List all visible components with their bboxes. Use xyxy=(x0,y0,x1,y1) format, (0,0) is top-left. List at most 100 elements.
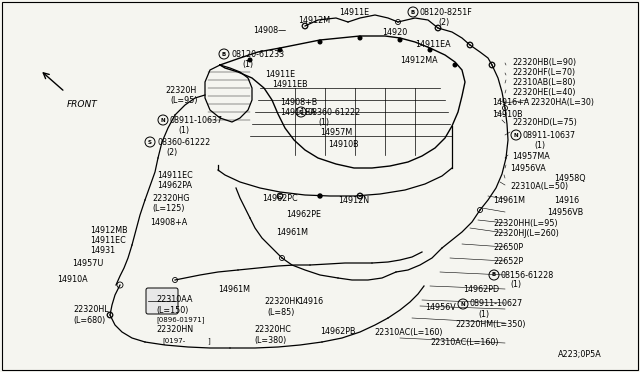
Text: 14958Q: 14958Q xyxy=(554,173,586,183)
Text: 22320HC: 22320HC xyxy=(254,326,291,334)
Text: 14908+A: 14908+A xyxy=(150,218,188,227)
Text: (L=680): (L=680) xyxy=(73,315,105,324)
Text: 14910B: 14910B xyxy=(492,109,523,119)
Text: 14957M: 14957M xyxy=(320,128,352,137)
Text: 14911EB: 14911EB xyxy=(272,80,308,89)
Text: 22320HA(L=30): 22320HA(L=30) xyxy=(530,97,594,106)
Text: 08120-8251F: 08120-8251F xyxy=(420,7,473,16)
Text: (1): (1) xyxy=(534,141,545,150)
Text: N: N xyxy=(514,132,518,138)
Text: (1): (1) xyxy=(318,118,329,126)
Text: 14956VB: 14956VB xyxy=(547,208,583,217)
Text: 14956V: 14956V xyxy=(425,304,456,312)
Text: 14962PB: 14962PB xyxy=(320,327,355,337)
Text: (1): (1) xyxy=(478,310,489,318)
Text: 14957U: 14957U xyxy=(72,260,104,269)
Text: 22320HN: 22320HN xyxy=(156,326,193,334)
Text: S: S xyxy=(148,140,152,144)
Text: 08360-61222: 08360-61222 xyxy=(308,108,361,116)
Text: 22310AB(L=80): 22310AB(L=80) xyxy=(512,77,575,87)
Text: A223;0P5A: A223;0P5A xyxy=(558,350,602,359)
Text: B: B xyxy=(492,273,496,278)
Text: 14931: 14931 xyxy=(90,246,115,254)
Text: 08156-61228: 08156-61228 xyxy=(501,270,554,279)
Circle shape xyxy=(453,63,457,67)
Text: 14961M: 14961M xyxy=(493,196,525,205)
Text: B: B xyxy=(411,10,415,15)
Text: (1): (1) xyxy=(242,60,253,68)
Text: 14961M: 14961M xyxy=(276,228,308,237)
Text: 08120-61233: 08120-61233 xyxy=(231,49,284,58)
Text: 22320HM(L=350): 22320HM(L=350) xyxy=(455,320,525,328)
Text: 22320HK: 22320HK xyxy=(264,298,300,307)
Text: 14962PD: 14962PD xyxy=(463,285,499,295)
Text: 08911-10637: 08911-10637 xyxy=(523,131,576,140)
Text: 22310A(L=50): 22310A(L=50) xyxy=(510,182,568,190)
Text: 14916: 14916 xyxy=(298,298,323,307)
Text: 14910A: 14910A xyxy=(57,276,88,285)
Text: 14912MB: 14912MB xyxy=(90,225,127,234)
Text: 14957MA: 14957MA xyxy=(512,151,550,160)
Text: 22320H: 22320H xyxy=(165,86,196,94)
Text: 08911-10627: 08911-10627 xyxy=(470,299,524,308)
Text: B: B xyxy=(222,51,226,57)
Text: 22650P: 22650P xyxy=(493,243,523,251)
Text: 14912MA: 14912MA xyxy=(400,55,438,64)
Text: 14912M: 14912M xyxy=(298,16,330,25)
Text: N: N xyxy=(161,118,165,122)
Text: 08360-61222: 08360-61222 xyxy=(157,138,211,147)
Text: 22310AA: 22310AA xyxy=(156,295,193,305)
Text: 22320HJ(L=260): 22320HJ(L=260) xyxy=(493,228,559,237)
Text: (L=95): (L=95) xyxy=(170,96,198,105)
Circle shape xyxy=(318,194,322,198)
Text: (1): (1) xyxy=(510,280,521,289)
Text: (2): (2) xyxy=(166,148,177,157)
Text: 14911EC: 14911EC xyxy=(157,170,193,180)
Text: 14911E: 14911E xyxy=(265,70,295,78)
Text: N: N xyxy=(461,301,465,307)
Text: 08911-10637: 08911-10637 xyxy=(170,115,223,125)
Circle shape xyxy=(248,58,252,62)
Text: 14961M: 14961M xyxy=(218,285,250,295)
Circle shape xyxy=(428,48,432,52)
Text: 22320HE(L=40): 22320HE(L=40) xyxy=(512,87,575,96)
Text: 14920: 14920 xyxy=(382,28,407,36)
Text: 22320HL: 22320HL xyxy=(73,305,109,314)
Text: 14911E: 14911E xyxy=(339,7,369,16)
Text: 14912N: 14912N xyxy=(338,196,369,205)
Text: 14911EC: 14911EC xyxy=(90,235,125,244)
Text: 22652P: 22652P xyxy=(493,257,524,266)
Text: (L=150): (L=150) xyxy=(156,305,188,314)
Text: 22320HD(L=75): 22320HD(L=75) xyxy=(512,118,577,126)
Circle shape xyxy=(358,36,362,40)
Text: 14911EA: 14911EA xyxy=(280,108,316,116)
Text: 14962PE: 14962PE xyxy=(286,209,321,218)
Text: (2): (2) xyxy=(438,17,449,26)
Text: 14908+B: 14908+B xyxy=(280,97,317,106)
Text: (L=85): (L=85) xyxy=(267,308,294,317)
Text: 22320HH(L=95): 22320HH(L=95) xyxy=(493,218,557,228)
Circle shape xyxy=(398,38,402,42)
Text: (L=125): (L=125) xyxy=(152,203,184,212)
Text: 22320HB(L=90): 22320HB(L=90) xyxy=(512,58,576,67)
Text: [0896-01971]: [0896-01971] xyxy=(156,317,205,323)
Text: [0197-: [0197- xyxy=(162,338,185,344)
Text: (L=380): (L=380) xyxy=(254,336,286,344)
Text: 14908—: 14908— xyxy=(253,26,286,35)
Text: 14916+A: 14916+A xyxy=(492,97,529,106)
Text: 22310AC(L=160): 22310AC(L=160) xyxy=(374,327,442,337)
Text: 14962PC: 14962PC xyxy=(262,193,298,202)
Text: S: S xyxy=(299,109,303,115)
Text: 14956VA: 14956VA xyxy=(510,164,546,173)
Text: 22320HF(L=70): 22320HF(L=70) xyxy=(512,67,575,77)
Text: (1): (1) xyxy=(178,125,189,135)
Text: 14916: 14916 xyxy=(554,196,579,205)
FancyBboxPatch shape xyxy=(146,288,178,314)
Circle shape xyxy=(318,40,322,44)
Text: FRONT: FRONT xyxy=(67,100,98,109)
Text: 14910B: 14910B xyxy=(328,140,358,148)
Text: 22310AC(L=160): 22310AC(L=160) xyxy=(430,337,499,346)
Circle shape xyxy=(278,48,282,52)
Text: ]: ] xyxy=(207,338,210,344)
Text: 14962PA: 14962PA xyxy=(157,180,192,189)
